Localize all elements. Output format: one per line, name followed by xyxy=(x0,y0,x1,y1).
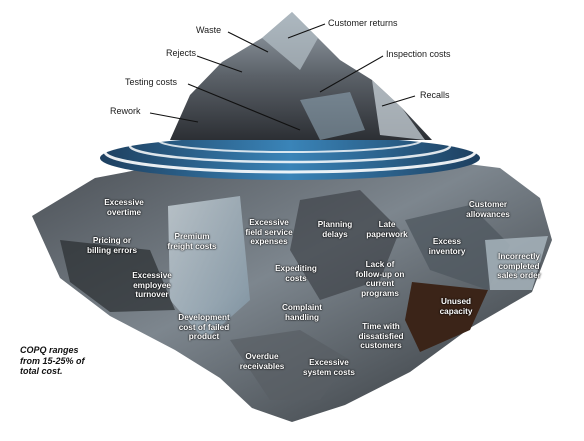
label-excessive-overtime: Excessive overtime xyxy=(104,198,144,217)
label-inspection-costs: Inspection costs xyxy=(386,49,451,59)
label-rework: Rework xyxy=(110,106,141,116)
label-time-with-dissatisfied: Time with dissatisfied customers xyxy=(358,322,404,350)
underwater-mass xyxy=(32,158,552,422)
label-excessive-system-costs: Excessive system costs xyxy=(303,358,355,377)
label-unused-capacity: Unused capacity xyxy=(439,297,473,316)
label-pricing-billing-errors: Pricing or billing errors xyxy=(86,236,138,255)
label-lack-of-follow-up: Lack of follow-up on current programs xyxy=(355,260,405,298)
label-testing-costs: Testing costs xyxy=(125,77,178,87)
iceberg-tip xyxy=(170,12,432,140)
label-excessive-field-service: Excessive field service expenses xyxy=(245,218,293,246)
label-late-paperwork: Late paperwork xyxy=(366,220,408,239)
label-excessive-employee-turnover: Excessive employee turnover xyxy=(132,271,172,299)
label-premium-freight-costs: Premium freight costs xyxy=(167,232,217,251)
label-waste: Waste xyxy=(196,25,222,35)
leader-lines xyxy=(149,23,416,131)
copq-note: COPQ ranges from 15-25% of total cost. xyxy=(20,345,85,376)
label-development-cost: Development cost of failed product xyxy=(178,313,230,341)
label-recalls: Recalls xyxy=(420,90,450,100)
label-complaint-handling: Complaint handling xyxy=(281,303,323,322)
label-customer-returns: Customer returns xyxy=(328,18,398,28)
label-expediting-costs: Expediting costs xyxy=(275,264,317,283)
label-rejects: Rejects xyxy=(166,48,197,58)
label-incorrectly-completed-sales-order: Incorrectly completed sales order xyxy=(497,252,541,280)
label-excess-inventory: Excess inventory xyxy=(428,237,466,256)
label-planning-delays: Planning delays xyxy=(317,220,353,239)
label-customer-allowances: Customer allowances xyxy=(466,200,510,219)
label-overdue-receivables: Overdue receivables xyxy=(239,352,285,371)
